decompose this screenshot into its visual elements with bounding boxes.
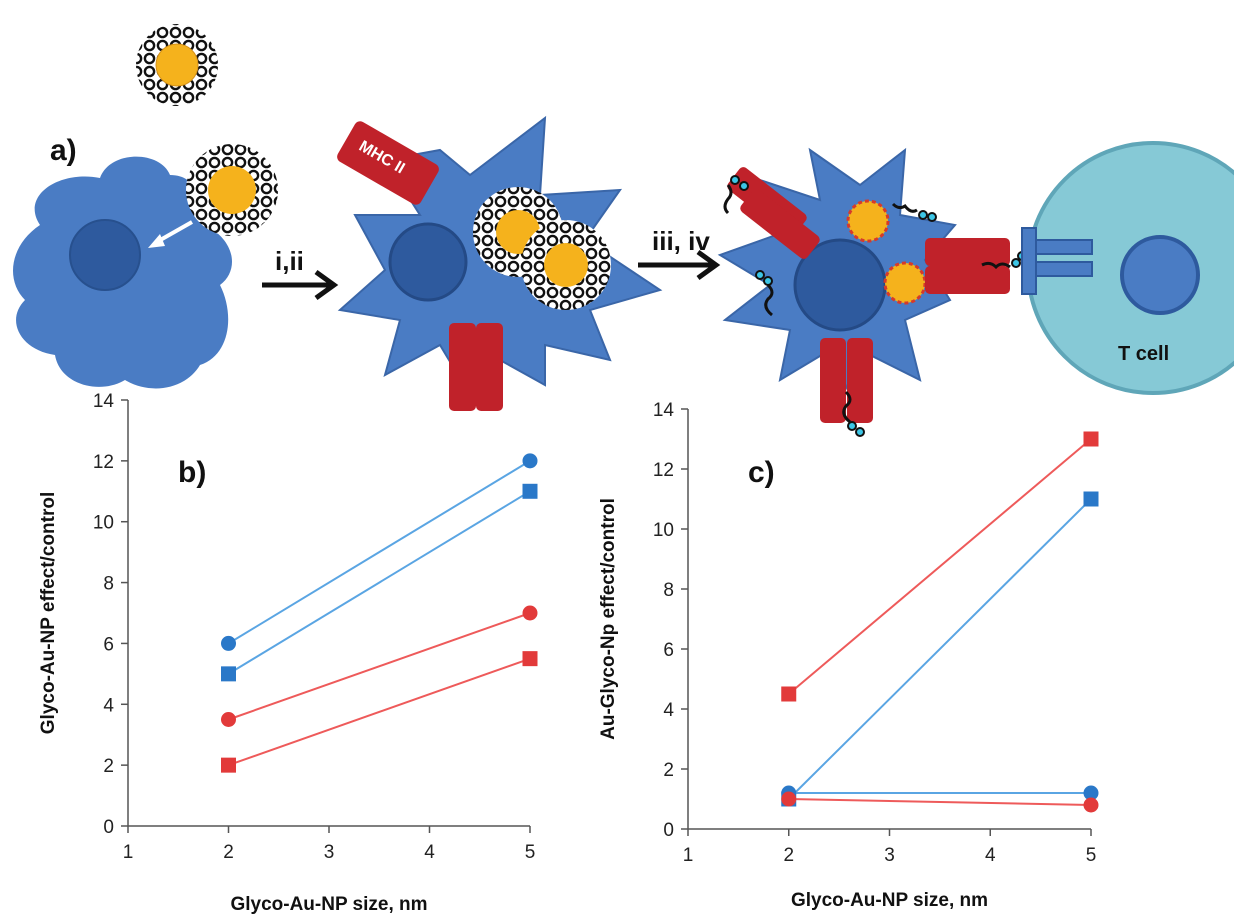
data-point [1083, 785, 1099, 801]
schematic-panel-a: a) i,ii MHC II [13, 24, 1234, 437]
y-tick-label: 8 [103, 574, 114, 595]
step-arrow-2-head [696, 249, 721, 281]
x-tick-label: 3 [884, 845, 895, 866]
x-tick-label: 5 [525, 842, 536, 863]
x-tick-label: 1 [123, 842, 134, 863]
y-axis-label: Glyco-Au-NP effect/control [38, 492, 59, 734]
series-line [788, 438, 1092, 695]
y-tick-label: 2 [103, 756, 114, 777]
y-tick-label: 2 [663, 760, 674, 781]
mhc-receptor-2 [449, 323, 503, 411]
data-point [221, 757, 236, 773]
degraded-nanoparticles [846, 199, 927, 305]
t-cell: T cell [1021, 141, 1234, 395]
data-point [221, 635, 236, 651]
x-tick-label: 2 [783, 845, 794, 866]
x-axis-label: Glyco-Au-NP size, nm [791, 890, 988, 911]
x-tick-label: 3 [324, 842, 335, 863]
series-line [227, 460, 531, 645]
tcell-label: T cell [1118, 343, 1169, 365]
series-line [228, 657, 531, 767]
data-point [522, 605, 538, 621]
y-tick-label: 14 [93, 391, 115, 412]
data-point [781, 686, 797, 702]
data-point [221, 666, 236, 682]
y-axis-label: Au-Glyco-Np effect/control [598, 498, 619, 740]
y-tick-label: 4 [663, 700, 674, 721]
y-tick-label: 0 [663, 820, 674, 841]
mhc-receptor-1: MHC II [337, 121, 439, 205]
y-tick-label: 6 [103, 634, 114, 655]
free-nanoparticle [136, 24, 218, 106]
panel-label: c) [748, 456, 775, 489]
internalized-nanoparticles [473, 187, 611, 310]
series-line [788, 798, 1092, 806]
step-arrow-1-head [314, 269, 339, 301]
y-tick-label: 4 [103, 695, 114, 716]
data-point [221, 712, 236, 727]
y-tick-label: 14 [653, 400, 675, 421]
data-point [1083, 491, 1099, 507]
data-point [1083, 431, 1099, 447]
y-tick-label: 6 [663, 640, 674, 661]
y-tick-label: 8 [663, 580, 674, 601]
step-label-1: i,ii [275, 246, 304, 276]
y-tick-label: 0 [103, 817, 114, 838]
entering-nanoparticle [186, 144, 278, 236]
series-line [228, 612, 531, 721]
glycopeptide-chains [723, 175, 1027, 437]
uptake-arrowhead [148, 234, 165, 248]
mhc-receptors-presenting [727, 167, 1010, 423]
x-axis-label: Glyco-Au-NP size, nm [230, 894, 427, 915]
y-tick-label: 12 [653, 460, 674, 481]
panel-label: b) [178, 456, 206, 489]
x-tick-label: 4 [985, 845, 996, 866]
x-tick-label: 4 [424, 842, 435, 863]
data-point [522, 651, 538, 667]
series-line [788, 498, 1092, 800]
y-tick-label: 10 [93, 513, 114, 534]
panel-label-a: a) [50, 134, 77, 167]
y-tick-label: 10 [653, 520, 674, 541]
t-cell-receptor [1021, 227, 1093, 295]
antigen-presenting-cell [13, 156, 232, 389]
data-point [522, 453, 538, 469]
x-tick-label: 2 [223, 842, 234, 863]
series-line [227, 490, 531, 675]
data-point [781, 791, 797, 807]
y-tick-label: 12 [93, 452, 114, 473]
x-tick-label: 5 [1086, 845, 1097, 866]
x-tick-label: 1 [683, 845, 694, 866]
step-label-2: iii, iv [652, 226, 710, 256]
data-point [1083, 797, 1099, 813]
data-point [522, 483, 538, 499]
